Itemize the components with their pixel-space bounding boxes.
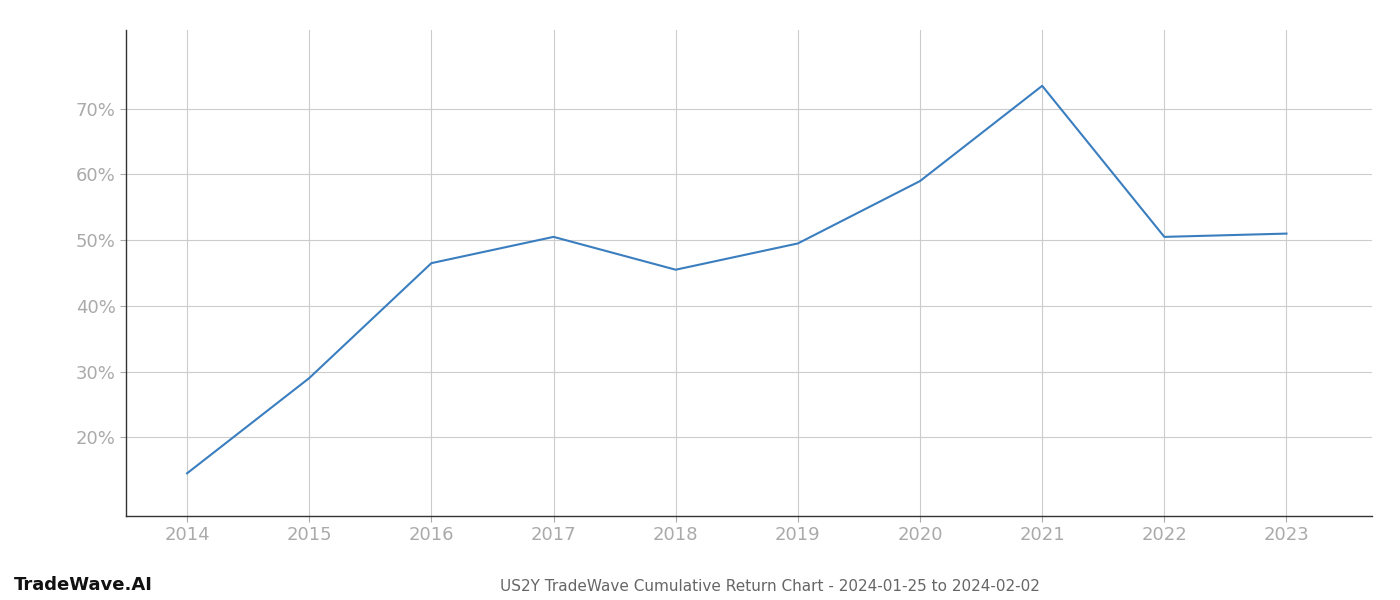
Text: TradeWave.AI: TradeWave.AI [14, 576, 153, 594]
Text: US2Y TradeWave Cumulative Return Chart - 2024-01-25 to 2024-02-02: US2Y TradeWave Cumulative Return Chart -… [500, 579, 1040, 594]
